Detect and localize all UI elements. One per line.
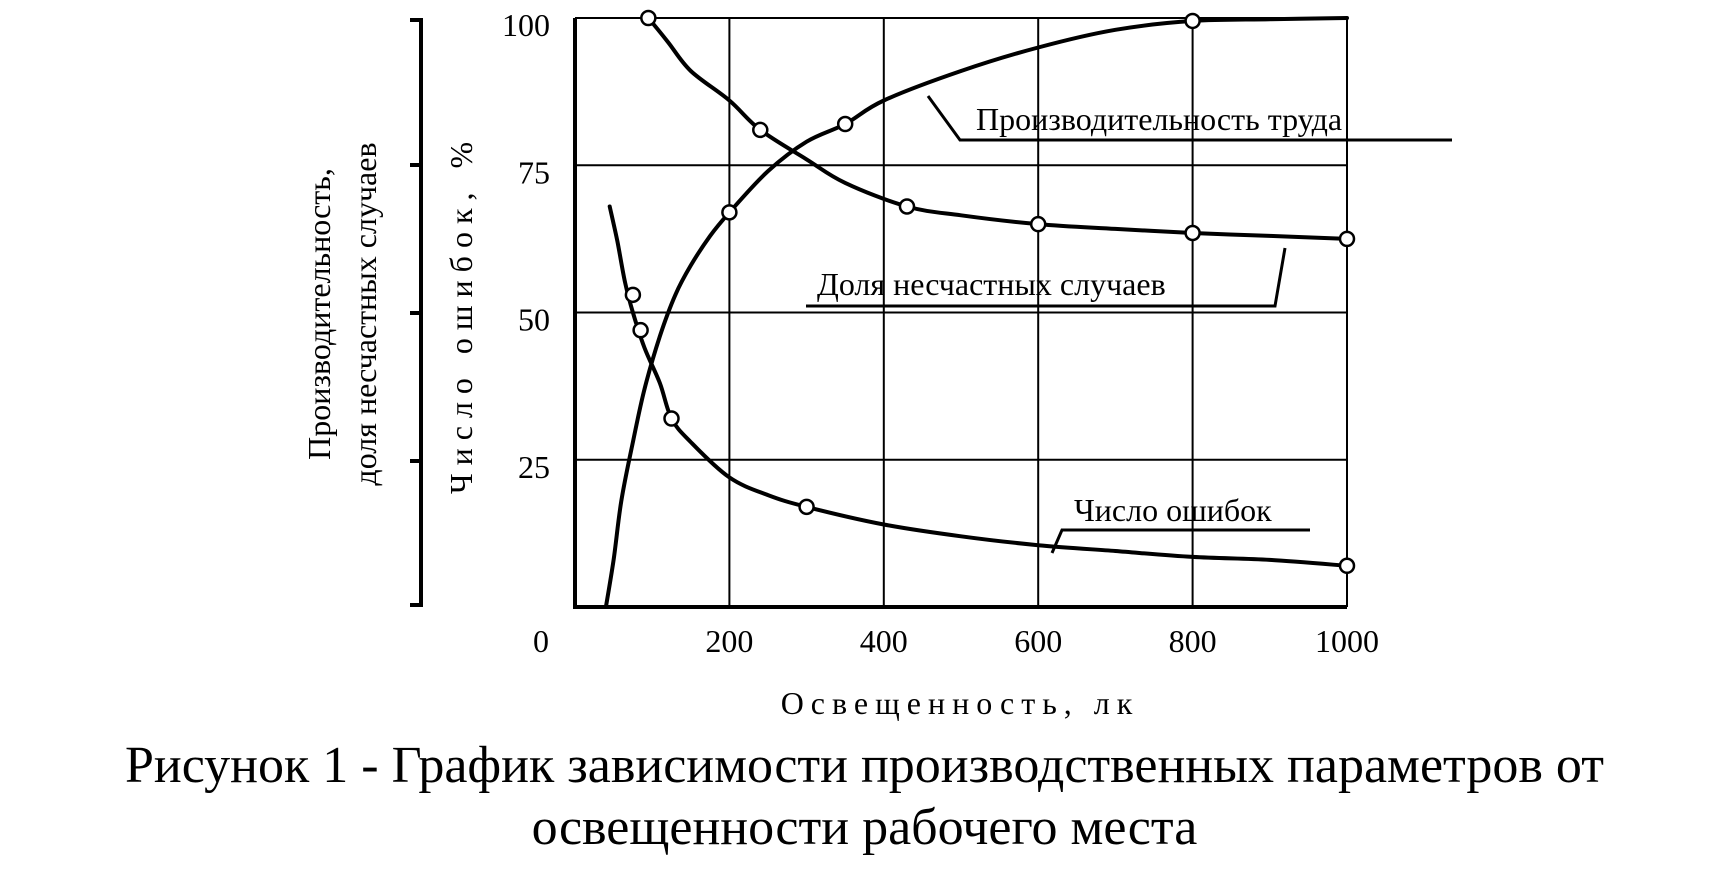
productivity-point-0 [721, 204, 738, 221]
error-count-label-leader [1050, 528, 1310, 554]
x-tick-label-400: 400 [860, 623, 908, 659]
productivity-point-1 [836, 115, 854, 133]
accident-share-point-4 [1184, 224, 1201, 242]
error-count-point-3 [798, 498, 815, 516]
series [603, 9, 1356, 609]
error-count-label: Число ошибок [1074, 492, 1272, 528]
grid [575, 17, 1348, 607]
error-count-point-0 [624, 286, 642, 304]
x-tick-label-200: 200 [705, 623, 753, 659]
y-tick-label-100: 100 [502, 7, 550, 43]
accident-share-label-leader [806, 247, 1287, 308]
y-tick-label-50: 50 [518, 302, 550, 338]
x-axis-title: Освещенность, лк [781, 685, 1140, 721]
productivity-label: Производительность труда [976, 101, 1342, 137]
error-count-line [607, 204, 1349, 568]
accident-share-point-5 [1338, 230, 1356, 248]
y-tick-label-25: 25 [518, 449, 550, 485]
outer-y-axis-title-line2: доля несчастных случаев [347, 142, 383, 485]
y-tick-label-75: 75 [518, 154, 550, 190]
tick-labels: 0 200 400 600 800 1000 25 50 75 100 [502, 7, 1379, 659]
accident-share-point-0 [640, 9, 657, 27]
x-tick-label-0: 0 [533, 623, 549, 659]
x-tick-label-800: 800 [1169, 623, 1217, 659]
axes [573, 18, 1347, 609]
figure-caption-line2: освещенности рабочего места [531, 799, 1198, 856]
productivity-label-leader [926, 95, 1452, 142]
error-count-point-4 [1338, 557, 1356, 575]
figure-caption-line1: Рисунок 1 - График зависимости производс… [125, 737, 1604, 794]
error-count-point-2 [663, 410, 680, 427]
accident-share-point-3 [1029, 215, 1047, 233]
productivity-line [603, 16, 1349, 609]
x-tick-label-1000: 1000 [1315, 623, 1379, 659]
series-labels: Производительность труда Доля несчастных … [806, 95, 1452, 554]
productivity-point-2 [1184, 12, 1201, 30]
error-count-point-1 [632, 321, 649, 339]
x-tick-label-600: 600 [1014, 623, 1062, 659]
outer-y-axis-title-line1: Производительность, [301, 168, 337, 460]
accident-share-point-1 [752, 121, 769, 139]
accident-share-point-2 [898, 198, 916, 215]
accident-share-label: Доля несчастных случаев [817, 266, 1166, 302]
inner-y-axis-title: Число ошибок, % [443, 134, 479, 494]
